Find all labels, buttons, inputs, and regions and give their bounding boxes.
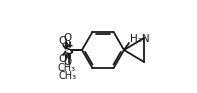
Text: H₂N: H₂N: [130, 34, 150, 44]
Text: CH₃: CH₃: [59, 71, 77, 81]
Text: CH₃: CH₃: [58, 63, 76, 73]
Text: O: O: [64, 33, 72, 43]
Text: O: O: [64, 57, 72, 67]
Text: O: O: [59, 36, 67, 46]
Text: S: S: [65, 44, 73, 57]
Text: S: S: [64, 44, 72, 57]
Text: O: O: [59, 54, 67, 64]
